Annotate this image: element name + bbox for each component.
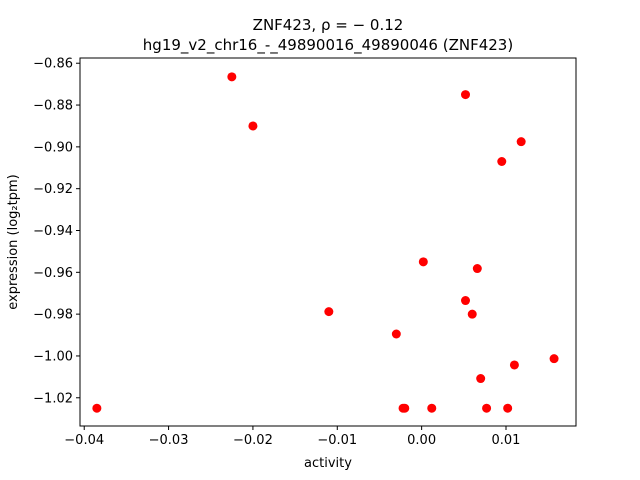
- x-tick-label-3: −0.01: [317, 433, 357, 448]
- x-tick-label-1: −0.03: [149, 433, 189, 448]
- x-tick-label-5: 0.01: [492, 433, 521, 448]
- y-tick-label-0: −0.86: [33, 57, 73, 72]
- y-tick-label-5: −0.96: [33, 266, 73, 281]
- chart-title-line-1: ZNF423, ρ = − 0.12: [253, 16, 404, 34]
- data-point-19: [503, 403, 513, 413]
- y-tick-label-6: −0.98: [33, 308, 73, 323]
- y-tick-label-8: −1.02: [33, 391, 73, 406]
- data-point-6: [472, 264, 482, 274]
- data-point-9: [324, 307, 334, 317]
- x-tick-label-2: −0.02: [233, 433, 273, 448]
- data-point-8: [467, 309, 477, 319]
- data-point-12: [509, 360, 519, 370]
- chart-title-line-2: hg19_v2_chr16_-_49890016_49890046 (ZNF42…: [143, 36, 513, 55]
- y-tick-label-2: −0.90: [33, 140, 73, 155]
- data-point-2: [461, 90, 470, 100]
- data-points: [92, 72, 559, 413]
- y-tick-label-4: −0.94: [33, 224, 73, 239]
- data-point-3: [516, 137, 526, 147]
- data-point-7: [461, 296, 470, 306]
- x-tick-label-0: −0.04: [64, 433, 104, 448]
- plot-area-frame: [79, 57, 577, 427]
- y-tick-label-1: −0.88: [33, 99, 73, 114]
- y-tick-label-3: −0.92: [33, 182, 73, 197]
- data-point-0: [227, 72, 237, 82]
- data-point-16: [400, 403, 410, 413]
- data-point-1: [248, 121, 258, 131]
- data-point-17: [427, 403, 437, 413]
- data-point-11: [549, 354, 559, 364]
- data-point-10: [391, 329, 401, 339]
- data-point-18: [482, 403, 492, 413]
- y-tick-label-7: −1.00: [33, 349, 73, 364]
- data-point-5: [418, 257, 428, 267]
- y-axis-ticks: −0.86 −0.88 −0.90 −0.92 −0.94 −0.96 −0.98 −1.00…: [33, 57, 80, 406]
- data-point-13: [476, 374, 486, 384]
- y-axis-label: expression (log₂tpm): [6, 174, 21, 309]
- data-point-14: [92, 403, 102, 413]
- x-axis-label: activity: [304, 456, 352, 471]
- data-point-4: [497, 157, 507, 166]
- x-axis-ticks: −0.04 −0.03 −0.02 −0.01 0.00 0.01: [64, 426, 520, 448]
- x-tick-label-4: 0.00: [407, 433, 436, 448]
